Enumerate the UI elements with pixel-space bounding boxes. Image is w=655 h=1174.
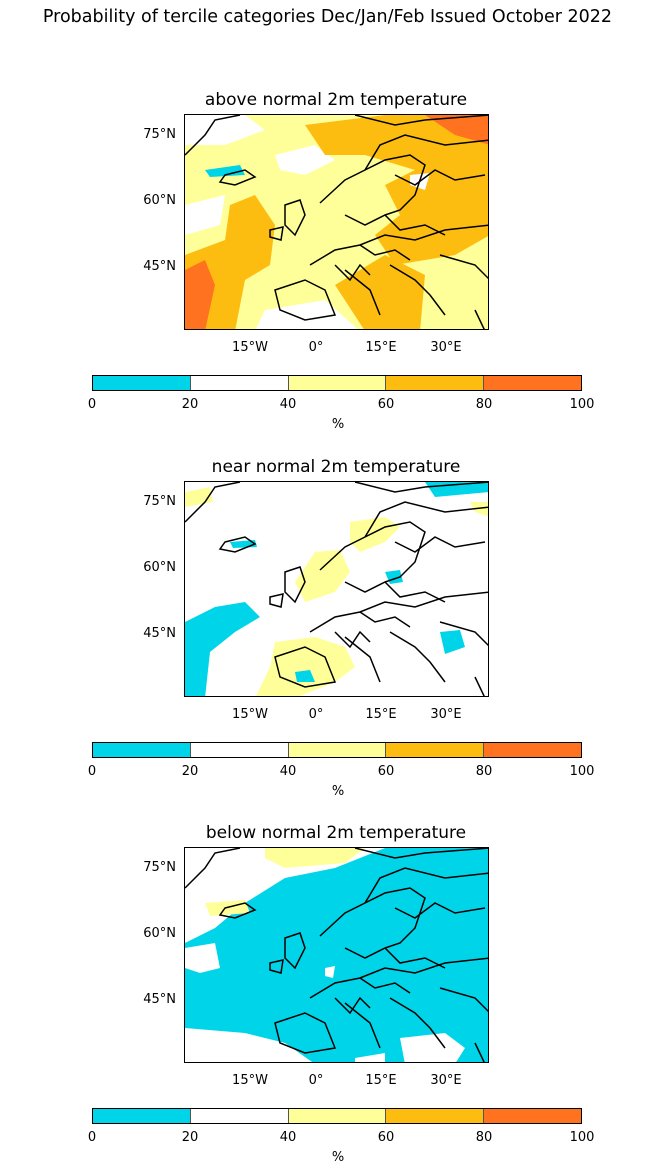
colorbar-tick: 0 bbox=[87, 764, 97, 779]
colorbar bbox=[92, 742, 582, 758]
probability-field bbox=[185, 482, 488, 696]
colorbar-tick: 80 bbox=[475, 764, 493, 779]
colorbar-segment-60-80 bbox=[385, 1109, 484, 1123]
lon-label: 15°W bbox=[232, 707, 268, 722]
colorbar-tick: 40 bbox=[279, 764, 297, 779]
lon-label: 30°E bbox=[430, 707, 462, 722]
lat-label: 45°N bbox=[143, 259, 176, 274]
colorbar-segment-0-20 bbox=[93, 743, 190, 757]
probability-field bbox=[185, 115, 488, 329]
lon-label: 0° bbox=[308, 707, 324, 722]
colorbar-unit: % bbox=[331, 1150, 345, 1165]
colorbar-tick: 40 bbox=[279, 1130, 297, 1145]
colorbar-segment-20-40 bbox=[189, 1109, 288, 1123]
lat-label: 60°N bbox=[143, 926, 176, 941]
panel-below-normal: below normal 2m temperature bbox=[0, 823, 655, 1168]
lon-label: 0° bbox=[308, 1073, 324, 1088]
colorbar bbox=[92, 375, 582, 391]
colorbar-segment-0-20 bbox=[93, 376, 190, 390]
probability-field bbox=[185, 848, 488, 1062]
colorbar-tick: 0 bbox=[87, 397, 97, 412]
colorbar-unit: % bbox=[331, 417, 345, 432]
colorbar-tick: 40 bbox=[279, 397, 297, 412]
panel-title: near normal 2m temperature bbox=[211, 457, 461, 477]
lat-label: 75°N bbox=[143, 127, 176, 142]
colorbar-tick: 100 bbox=[569, 764, 595, 779]
colorbar-tick: 80 bbox=[475, 397, 493, 412]
map-above-normal bbox=[184, 114, 489, 330]
figure-title: Probability of tercile categories Dec/Ja… bbox=[42, 7, 613, 27]
lon-label: 0° bbox=[308, 340, 324, 355]
colorbar-tick: 20 bbox=[181, 1130, 199, 1145]
panel-title: above normal 2m temperature bbox=[204, 90, 468, 110]
colorbar-tick: 60 bbox=[377, 397, 395, 412]
lat-label: 75°N bbox=[143, 494, 176, 509]
lat-label: 60°N bbox=[143, 193, 176, 208]
colorbar-segment-40-60 bbox=[287, 1109, 386, 1123]
colorbar-segment-20-40 bbox=[189, 376, 288, 390]
colorbar-tick: 60 bbox=[377, 1130, 395, 1145]
lon-label: 15°E bbox=[365, 707, 397, 722]
colorbar-segment-80-100 bbox=[483, 1109, 581, 1123]
colorbar-tick: 60 bbox=[377, 764, 395, 779]
colorbar-tick: 20 bbox=[181, 764, 199, 779]
lat-label: 45°N bbox=[143, 992, 176, 1007]
lon-label: 15°E bbox=[365, 1073, 397, 1088]
coastlines-and-borders bbox=[185, 482, 488, 696]
colorbar-segment-0-20 bbox=[93, 1109, 190, 1123]
colorbar-segment-40-60 bbox=[287, 743, 386, 757]
colorbar bbox=[92, 1108, 582, 1124]
panel-title: below normal 2m temperature bbox=[205, 823, 467, 843]
lon-label: 30°E bbox=[430, 340, 462, 355]
lon-label: 15°W bbox=[232, 1073, 268, 1088]
colorbar-tick: 0 bbox=[87, 1130, 97, 1145]
panel-above-normal: above normal 2m temperature bbox=[0, 90, 655, 435]
lat-label: 45°N bbox=[143, 626, 176, 641]
colorbar-tick: 80 bbox=[475, 1130, 493, 1145]
colorbar-segment-80-100 bbox=[483, 743, 581, 757]
colorbar-segment-60-80 bbox=[385, 743, 484, 757]
colorbar-segment-20-40 bbox=[189, 743, 288, 757]
colorbar-segment-80-100 bbox=[483, 376, 581, 390]
lon-label: 15°W bbox=[232, 340, 268, 355]
lat-label: 60°N bbox=[143, 560, 176, 575]
lon-label: 30°E bbox=[430, 1073, 462, 1088]
lon-label: 15°E bbox=[365, 340, 397, 355]
coastlines-and-borders bbox=[185, 848, 488, 1062]
coastlines-and-borders bbox=[185, 115, 488, 329]
colorbar-segment-40-60 bbox=[287, 376, 386, 390]
colorbar-tick: 100 bbox=[569, 397, 595, 412]
map-near-normal bbox=[184, 481, 489, 697]
lat-label: 75°N bbox=[143, 860, 176, 875]
map-below-normal bbox=[184, 847, 489, 1063]
colorbar-unit: % bbox=[331, 784, 345, 799]
panel-near-normal: near normal 2m temperature bbox=[0, 457, 655, 802]
colorbar-segment-60-80 bbox=[385, 376, 484, 390]
colorbar-tick: 100 bbox=[569, 1130, 595, 1145]
colorbar-tick: 20 bbox=[181, 397, 199, 412]
